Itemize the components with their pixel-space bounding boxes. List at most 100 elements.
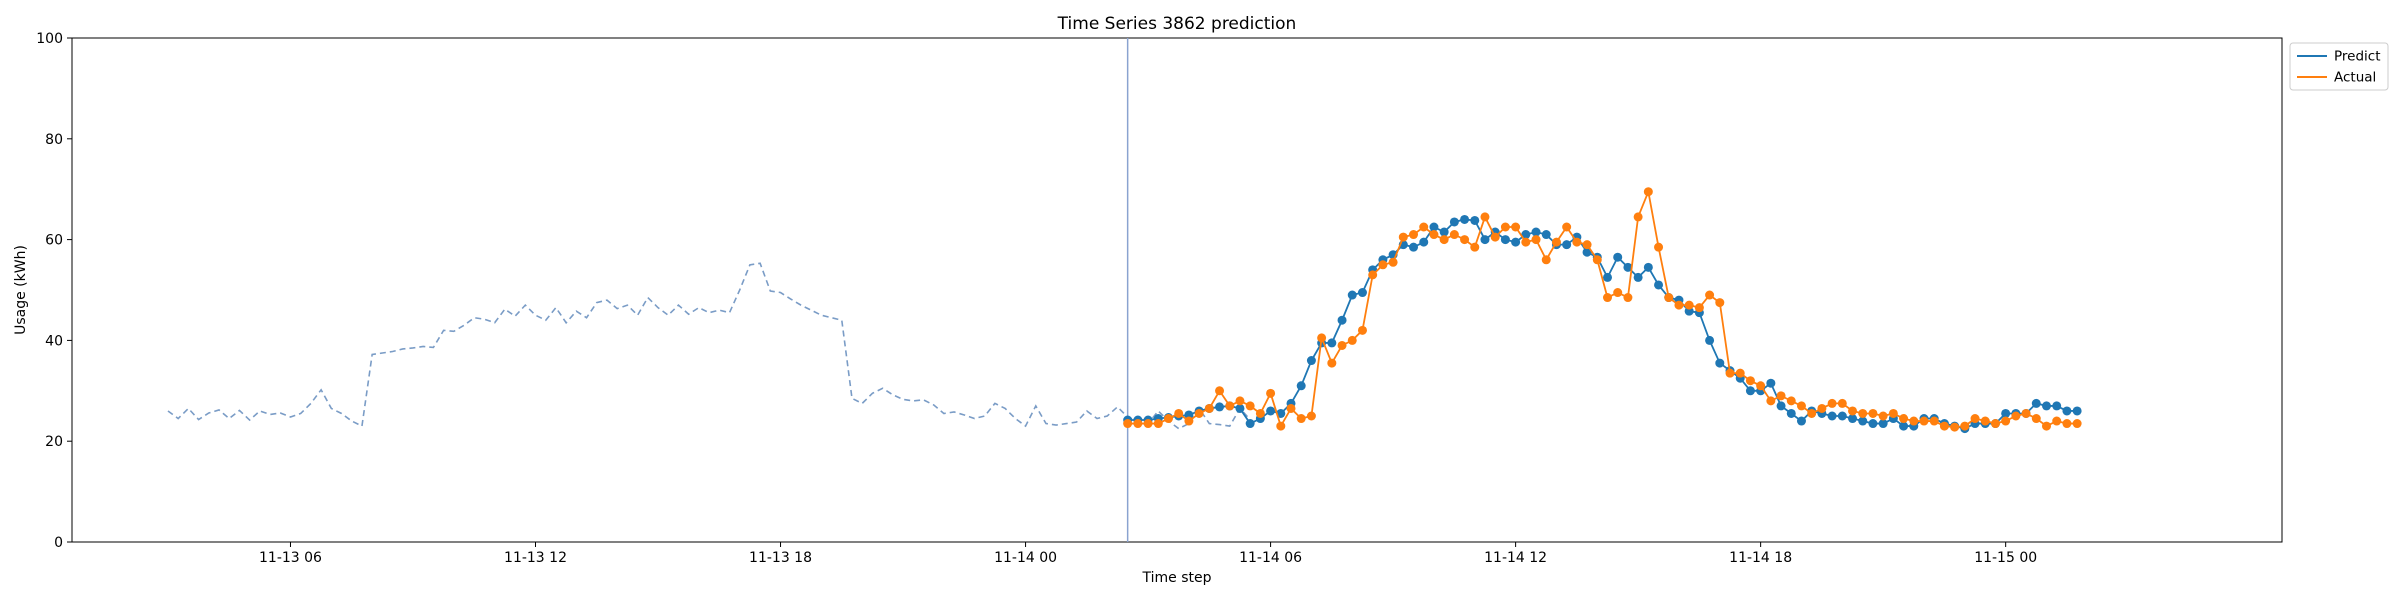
predict-point <box>1827 411 1837 421</box>
predict-point <box>2052 401 2062 411</box>
x-tick-label: 11-13 18 <box>749 550 812 566</box>
actual-point <box>1684 300 1694 310</box>
actual-point <box>1133 419 1143 429</box>
x-tick-label: 11-15 00 <box>1974 550 2037 566</box>
predict-point <box>1766 378 1776 388</box>
predict-point <box>1480 235 1490 245</box>
actual-point <box>1368 270 1378 280</box>
actual-point <box>1357 325 1367 335</box>
actual-point <box>1878 411 1888 421</box>
actual-point <box>1786 396 1796 406</box>
predict-point <box>1786 408 1796 418</box>
actual-point <box>1245 401 1255 411</box>
actual-point <box>1490 232 1500 242</box>
predict-point <box>1541 230 1551 240</box>
predict-line <box>1127 218 2078 430</box>
predict-point <box>2031 398 2041 408</box>
actual-point <box>1980 416 1990 426</box>
actual-point <box>1286 403 1296 413</box>
predict-point <box>1776 401 1786 411</box>
actual-point <box>1429 230 1439 240</box>
actual-point <box>1225 401 1235 411</box>
actual-point <box>1929 416 1939 426</box>
predict-point <box>1705 335 1715 345</box>
actual-point <box>1337 340 1347 350</box>
actual-point <box>1868 408 1878 418</box>
actual-point <box>1388 257 1398 267</box>
actual-point <box>1817 403 1827 413</box>
actual-point <box>1715 298 1725 308</box>
actual-point <box>1888 408 1898 418</box>
y-tick-label: 0 <box>54 535 63 551</box>
predict-point <box>1633 272 1643 282</box>
actual-point <box>1674 300 1684 310</box>
predict-point <box>1266 406 1276 416</box>
actual-point <box>1756 381 1766 391</box>
legend-label-actual: Actual <box>2334 70 2376 86</box>
actual-point <box>1327 358 1337 368</box>
predict-point <box>1899 421 1909 431</box>
actual-point <box>1990 419 2000 429</box>
actual-point <box>1439 235 1449 245</box>
history-line <box>167 262 1251 430</box>
y-axis-label: Usage (kWh) <box>13 245 29 335</box>
actual-point <box>1531 235 1541 245</box>
actual-point <box>1460 235 1470 245</box>
actual-point <box>1276 421 1286 431</box>
y-tick-label: 80 <box>45 132 63 148</box>
actual-point <box>1449 230 1459 240</box>
x-axis: 11-13 06 11-13 12 11-13 18 11-14 00 11-14 06… <box>259 542 2037 566</box>
plot-area <box>71 37 2283 543</box>
predict-point <box>1511 237 1521 247</box>
actual-point <box>1572 237 1582 247</box>
y-axis: 0 20 40 60 80 100 <box>36 31 72 551</box>
actual-point <box>1623 293 1633 303</box>
actual-point <box>1143 419 1153 429</box>
predict-point <box>1276 408 1286 418</box>
predict-point <box>1470 215 1480 225</box>
legend: Predict Actual <box>2289 42 2389 91</box>
predict-point <box>1306 356 1316 366</box>
predict-point <box>1796 416 1806 426</box>
actual-point <box>1480 212 1490 222</box>
predict-point <box>1837 411 1847 421</box>
actual-point <box>1654 242 1664 252</box>
actual-point <box>1521 237 1531 247</box>
predict-point <box>1715 358 1725 368</box>
predict-point <box>1848 414 1858 424</box>
actual-point <box>1296 414 1306 424</box>
actual-point <box>2072 419 2082 429</box>
plot-frame <box>71 37 2283 543</box>
actual-point <box>1909 416 1919 426</box>
actual-point <box>2052 416 2062 426</box>
x-tick-label: 11-14 18 <box>1729 550 1792 566</box>
actual-point <box>1204 403 1214 413</box>
predict-point <box>1582 247 1592 257</box>
actual-point <box>1194 408 1204 418</box>
predict-point <box>1347 290 1357 300</box>
actual-point <box>2011 411 2021 421</box>
actual-point <box>2021 408 2031 418</box>
actual-point <box>1899 414 1909 424</box>
predict-point <box>1357 288 1367 298</box>
actual-point <box>1551 237 1561 247</box>
actual-point <box>1306 411 1316 421</box>
predict-point <box>1245 419 1255 429</box>
predict-point <box>1613 252 1623 262</box>
actual-point <box>1470 242 1480 252</box>
predict-point <box>1449 217 1459 227</box>
y-tick-label: 60 <box>45 233 63 249</box>
actual-point <box>1735 368 1745 378</box>
actual-point <box>1123 419 1133 429</box>
predict-point <box>2001 408 2011 418</box>
actual-point <box>1827 398 1837 408</box>
predict-point <box>1327 338 1337 348</box>
predict-point <box>1623 262 1633 272</box>
predict-point <box>1429 222 1439 232</box>
x-tick-label: 11-13 06 <box>259 550 322 566</box>
predict-point <box>1603 272 1612 282</box>
actual-point <box>1511 222 1521 232</box>
predict-point <box>1643 262 1653 272</box>
actual-point <box>1592 255 1602 265</box>
